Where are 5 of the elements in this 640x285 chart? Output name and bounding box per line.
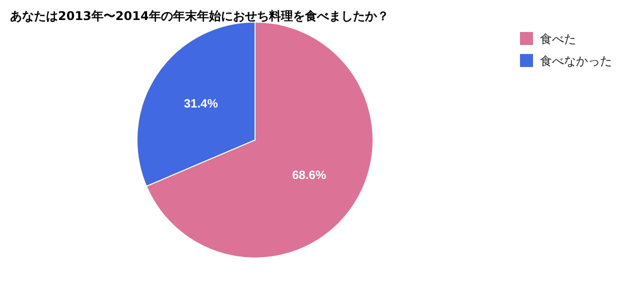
data-label: 68.6% bbox=[292, 168, 326, 182]
legend-label: 食べた bbox=[540, 32, 576, 46]
legend-label: 食べなかった bbox=[540, 54, 612, 68]
data-label: 31.4% bbox=[184, 96, 218, 110]
chart-title: あなたは2013年〜2014年の年末年始におせち料理を食べましたか？ bbox=[10, 9, 389, 23]
